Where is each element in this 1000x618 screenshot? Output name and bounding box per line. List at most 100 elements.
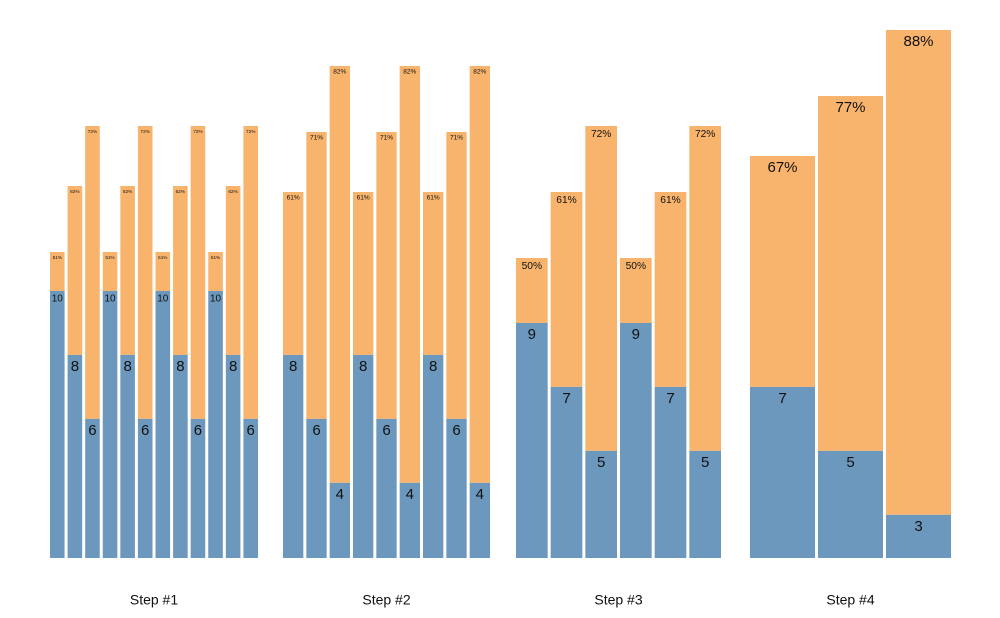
percent-label: 50% [522, 261, 542, 272]
bar-total [689, 126, 721, 451]
count-label: 8 [123, 358, 131, 375]
count-label: 10 [210, 294, 222, 305]
bar-count [173, 354, 188, 558]
count-label: 5 [701, 454, 709, 471]
bar-count [225, 354, 241, 558]
bar-count [50, 290, 65, 558]
percent-label: 71% [380, 135, 393, 142]
bar-total [550, 192, 583, 387]
bar-total [620, 258, 652, 323]
group-label: Step #2 [362, 592, 410, 608]
bar-total [155, 252, 171, 291]
bar-count [306, 418, 327, 558]
group-label: Step #1 [130, 592, 178, 608]
percent-label: 61% [556, 195, 576, 206]
percent-label: 82% [473, 69, 486, 76]
bar-count [137, 418, 153, 558]
count-label: 6 [452, 422, 460, 439]
count-label: 8 [359, 358, 367, 375]
bar-total [585, 126, 617, 451]
bar-count [886, 514, 951, 558]
count-label: 8 [429, 358, 437, 375]
bar-count [376, 418, 397, 558]
percent-label: 61% [287, 195, 300, 202]
bar-count [689, 450, 721, 558]
percent-label: 77% [835, 99, 865, 116]
bar-total [818, 96, 883, 451]
percent-label: 62% [176, 189, 185, 194]
bar-total [654, 192, 687, 387]
count-label: 4 [476, 486, 484, 503]
count-label: 4 [406, 486, 414, 503]
bar-total [423, 192, 444, 355]
group-label: Step #3 [594, 592, 642, 608]
bar-total [137, 126, 153, 419]
count-label: 4 [336, 486, 344, 503]
count-label: 6 [247, 422, 255, 439]
bar-total [516, 258, 548, 323]
bar-count [654, 386, 687, 558]
bar-total [120, 186, 135, 355]
percent-label: 72% [695, 129, 715, 140]
count-label: 8 [229, 358, 237, 375]
bar-total [67, 186, 83, 355]
bar-total [102, 252, 118, 291]
count-label: 7 [562, 390, 570, 407]
bar-total [50, 252, 65, 291]
bar-count [208, 290, 223, 558]
bar-count [550, 386, 583, 558]
percent-label: 72% [591, 129, 611, 140]
count-label: 8 [176, 358, 184, 375]
percent-label: 72% [141, 129, 150, 134]
percent-label: 51% [53, 255, 62, 260]
percent-label: 71% [310, 135, 323, 142]
bar-count [585, 450, 617, 558]
bar-total [173, 186, 188, 355]
percent-label: 88% [903, 33, 933, 50]
bar-total [886, 30, 951, 515]
bar-total [329, 66, 350, 483]
percent-label: 62% [123, 189, 132, 194]
bar-count [120, 354, 135, 558]
bar-total [225, 186, 241, 355]
count-label: 9 [528, 326, 536, 343]
percent-label: 71% [450, 135, 463, 142]
bar-count [353, 354, 374, 558]
bar-count [67, 354, 83, 558]
percent-label: 72% [88, 129, 97, 134]
bar-total [399, 66, 420, 483]
bar-count [243, 418, 258, 558]
bar-total [376, 132, 397, 419]
bar-count [446, 418, 467, 558]
count-label: 5 [846, 454, 854, 471]
bar-count [85, 418, 100, 558]
count-label: 8 [289, 358, 297, 375]
bar-total [208, 252, 223, 291]
bar-count [190, 418, 206, 558]
bar-total [190, 126, 206, 419]
percent-label: 61% [427, 195, 440, 202]
bar-total [243, 126, 258, 419]
bar-count [516, 322, 548, 558]
percent-label: 51% [105, 255, 114, 260]
percent-label: 72% [193, 129, 202, 134]
bar-count [423, 354, 444, 558]
count-label: 6 [141, 422, 149, 439]
percent-label: 51% [158, 255, 167, 260]
count-label: 9 [632, 326, 640, 343]
count-label: 6 [88, 422, 96, 439]
count-label: 10 [104, 294, 116, 305]
count-label: 10 [52, 294, 64, 305]
percent-label: 82% [403, 69, 416, 76]
bar-count [329, 482, 350, 558]
bar-total [283, 192, 304, 355]
bar-count [750, 386, 815, 558]
count-label: 10 [157, 294, 169, 305]
percent-label: 51% [211, 255, 220, 260]
percent-label: 61% [660, 195, 680, 206]
count-label: 7 [778, 390, 786, 407]
group-label: Step #4 [826, 592, 874, 608]
percent-label: 50% [626, 261, 646, 272]
bar-count [155, 290, 171, 558]
